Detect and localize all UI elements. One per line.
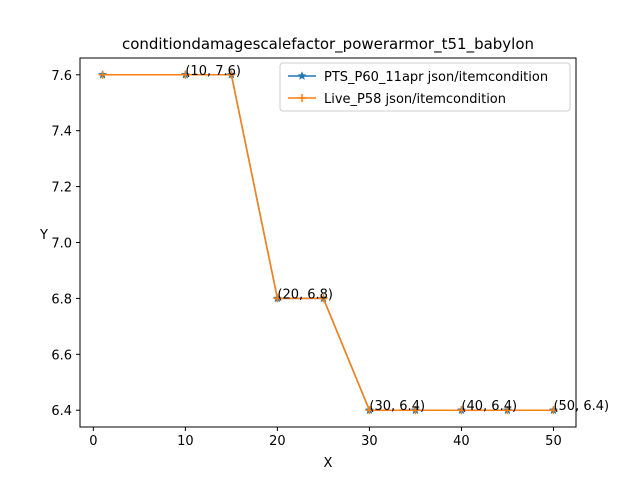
point-annotation: (40, 6.4) xyxy=(461,399,517,414)
y-tick-label: 6.6 xyxy=(51,348,72,363)
x-tick-label: 10 xyxy=(177,434,194,449)
chart-title: conditiondamagescalefactor_powerarmor_t5… xyxy=(122,35,534,54)
x-tick-label: 40 xyxy=(453,434,470,449)
x-tick-label: 0 xyxy=(89,434,97,449)
series-2-point xyxy=(457,406,466,415)
y-tick-label: 7.0 xyxy=(51,237,72,252)
point-annotation: (50, 6.4) xyxy=(553,399,609,414)
series-line-2 xyxy=(102,74,554,411)
series-2-point xyxy=(365,406,374,415)
y-tick-label: 7.4 xyxy=(51,125,72,140)
legend-marker-2 xyxy=(298,94,306,102)
series-2-point xyxy=(549,406,558,415)
y-tick-label: 7.6 xyxy=(51,69,72,84)
y-tick-label: 6.8 xyxy=(51,292,72,307)
legend-box xyxy=(279,62,571,112)
x-axis-label: X xyxy=(324,456,333,471)
legend-label-1: PTS_P60_11apr json/itemcondition xyxy=(324,70,548,85)
legend-marker-1 xyxy=(297,71,307,80)
y-axis-label: Y xyxy=(39,228,48,243)
plot-area: 0 10 20 30 40 50 6.4 6.6 6.8 7.0 7.2 7.4 7.6 (10, 7.6… xyxy=(51,57,609,449)
x-tick-label: 20 xyxy=(269,434,286,449)
series-2-point xyxy=(273,294,282,303)
series-2-point xyxy=(181,70,190,79)
y-tick-label: 6.4 xyxy=(51,404,72,419)
legend-label-2: Live_P58 json/itemcondition xyxy=(324,92,506,107)
x-tick-label: 30 xyxy=(361,434,378,449)
series-2-point xyxy=(98,70,107,79)
series-2-point xyxy=(319,294,328,303)
x-tick-label: 50 xyxy=(545,434,562,449)
series-2-point xyxy=(227,70,236,79)
y-tick-label: 7.2 xyxy=(51,181,72,196)
point-annotation: (20, 6.8) xyxy=(277,287,333,302)
series-2-point xyxy=(411,406,420,415)
point-annotation: (10, 7.6) xyxy=(185,64,241,79)
series-2-point xyxy=(503,406,512,415)
point-annotation: (30, 6.4) xyxy=(369,399,425,414)
